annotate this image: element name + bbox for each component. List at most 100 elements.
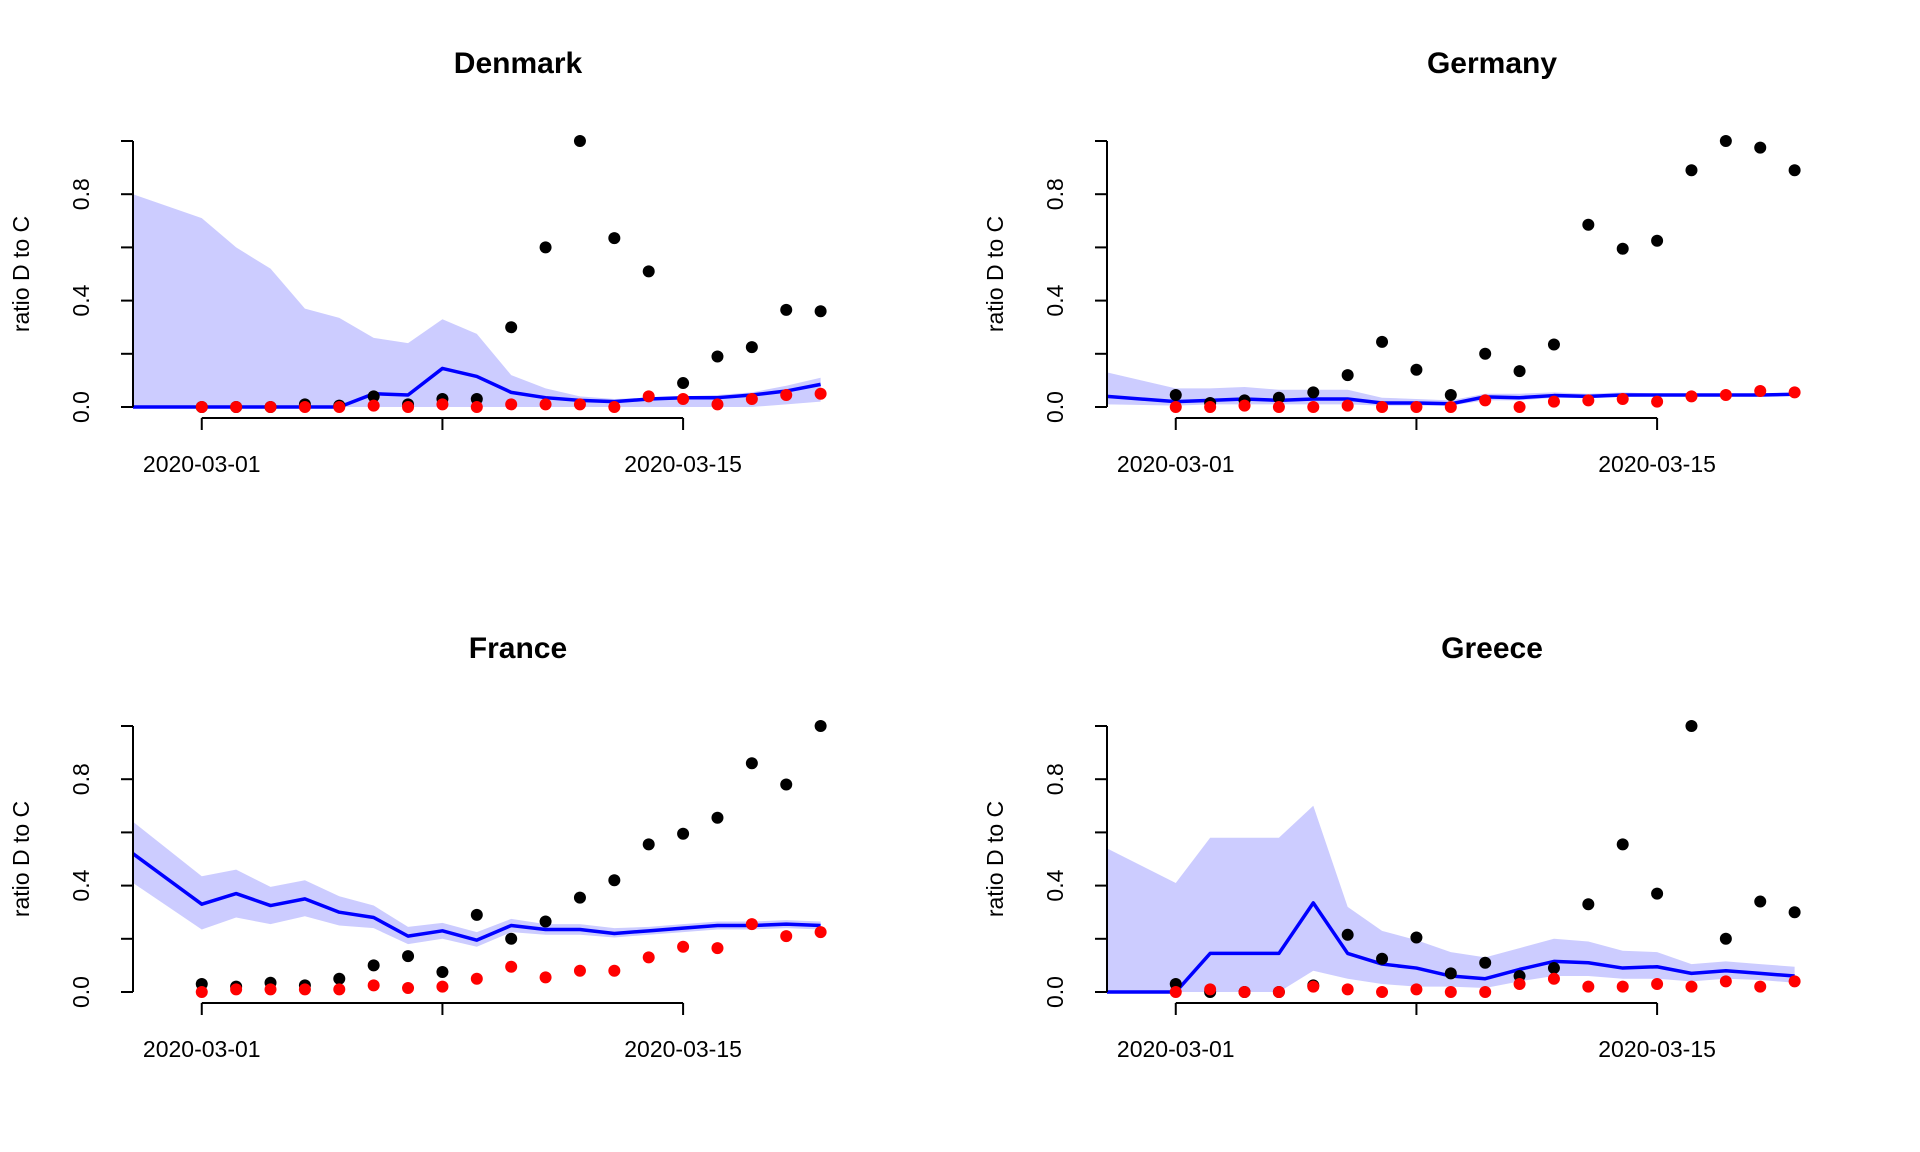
- estimated-point: [608, 964, 621, 977]
- y-tick-label: 0.0: [68, 391, 94, 423]
- observed-point: [1376, 335, 1389, 348]
- estimated-point: [1444, 986, 1457, 998]
- confidence-band: [133, 821, 821, 947]
- y-tick-label: 0.4: [1042, 869, 1068, 901]
- y-tick-label: 0.0: [1042, 976, 1068, 1008]
- y-tick-label: 0.0: [68, 976, 94, 1008]
- estimated-point: [1547, 395, 1560, 408]
- estimated-point: [1376, 986, 1389, 998]
- observed-point: [1685, 164, 1698, 177]
- observed-point: [367, 390, 380, 403]
- x-tick-label: 2020-03-01: [1117, 451, 1235, 477]
- estimated-point: [1272, 986, 1285, 998]
- estimated-point: [1307, 401, 1320, 413]
- estimated-point: [1410, 983, 1423, 996]
- observed-point: [711, 811, 724, 824]
- estimated-point: [1547, 972, 1560, 985]
- estimated-point: [436, 398, 449, 411]
- estimated-point: [1616, 980, 1629, 993]
- x-tick-label: 2020-03-15: [1598, 451, 1716, 477]
- observed-point: [1547, 338, 1560, 351]
- estimated-point: [298, 983, 311, 996]
- y-tick-label: 0.4: [68, 869, 94, 901]
- observed-point: [1788, 164, 1801, 177]
- estimated-point: [1238, 986, 1251, 998]
- x-tick-label: 2020-03-01: [143, 1036, 261, 1062]
- confidence-band: [133, 194, 821, 407]
- observed-point: [1479, 347, 1492, 360]
- observed-point: [1272, 391, 1285, 404]
- observed-point: [1547, 962, 1560, 975]
- panel-greece: Greece 0.0 0.4 0.8 2020-03-01 2020-03-15 ratio…: [982, 632, 1801, 1062]
- estimated-point: [1788, 386, 1801, 399]
- observed-point: [677, 377, 690, 390]
- y-tick-label: 0.0: [1042, 391, 1068, 423]
- observed-point: [1616, 838, 1629, 851]
- panel-germany: Germany 0.0 0.4 0.8 2020-03-01 2020-03-15 rati…: [982, 47, 1801, 477]
- observed-point: [1651, 234, 1664, 247]
- estimated-point: [230, 983, 243, 996]
- estimated-point: [711, 398, 724, 411]
- observed-point: [333, 972, 346, 985]
- y-tick-label: 0.8: [68, 178, 94, 210]
- estimated-point: [608, 401, 621, 413]
- estimated-point: [539, 398, 552, 411]
- estimated-point: [1204, 401, 1217, 413]
- estimated-point: [814, 926, 827, 939]
- estimated-point: [814, 387, 827, 400]
- estimated-point: [402, 401, 415, 413]
- estimated-point: [539, 971, 552, 984]
- estimated-point: [1479, 394, 1492, 407]
- estimated-point: [505, 960, 518, 973]
- fitted-ratio-line: [131, 852, 821, 942]
- estimated-point: [1169, 401, 1182, 413]
- observed-point: [608, 874, 621, 887]
- estimated-point: [642, 951, 655, 964]
- estimated-point: [573, 964, 586, 977]
- estimated-point: [1376, 401, 1389, 413]
- confidence-band: [1107, 805, 1795, 992]
- y-axis-label: ratio D to C: [982, 216, 1008, 332]
- estimated-point: [573, 398, 586, 411]
- x-tick-label: 2020-03-01: [1117, 1036, 1235, 1062]
- observed-point: [1169, 389, 1182, 402]
- observed-point: [1754, 895, 1767, 908]
- x-tick-label: 2020-03-15: [624, 1036, 742, 1062]
- estimated-point: [1719, 389, 1732, 402]
- observed-point: [1444, 967, 1457, 980]
- estimated-point: [1754, 980, 1767, 993]
- estimated-point: [367, 979, 380, 992]
- observed-point: [780, 778, 793, 791]
- observed-point: [642, 265, 655, 278]
- panel-france: France 0.0 0.4 0.8 2020-03-01 2020-03-15 ratio…: [8, 632, 827, 1062]
- estimated-point: [1788, 975, 1801, 988]
- estimated-point: [711, 942, 724, 955]
- observed-point: [814, 305, 827, 318]
- observed-point: [1376, 952, 1389, 965]
- y-axis-label: ratio D to C: [8, 216, 34, 332]
- y-tick-label: 0.4: [68, 284, 94, 316]
- estimated-point: [1169, 986, 1182, 998]
- estimated-point: [195, 986, 208, 998]
- estimated-point: [505, 398, 518, 411]
- estimated-point: [1410, 401, 1423, 413]
- observed-point: [1719, 135, 1732, 147]
- chart-title: Germany: [1427, 47, 1557, 80]
- estimated-point: [780, 389, 793, 402]
- estimated-point: [677, 393, 690, 406]
- estimated-point: [642, 390, 655, 403]
- observed-point: [505, 932, 518, 945]
- estimated-point: [1582, 394, 1595, 407]
- estimated-point: [1341, 399, 1354, 412]
- estimated-point: [1341, 983, 1354, 996]
- observed-point: [1582, 898, 1595, 911]
- observed-point: [1719, 932, 1732, 945]
- estimated-point: [264, 983, 277, 996]
- estimated-point: [1272, 401, 1285, 413]
- observed-point: [1444, 389, 1457, 402]
- observed-point: [1307, 386, 1320, 399]
- estimated-point: [436, 980, 449, 993]
- observed-point: [780, 303, 793, 316]
- y-axis-label: ratio D to C: [982, 801, 1008, 917]
